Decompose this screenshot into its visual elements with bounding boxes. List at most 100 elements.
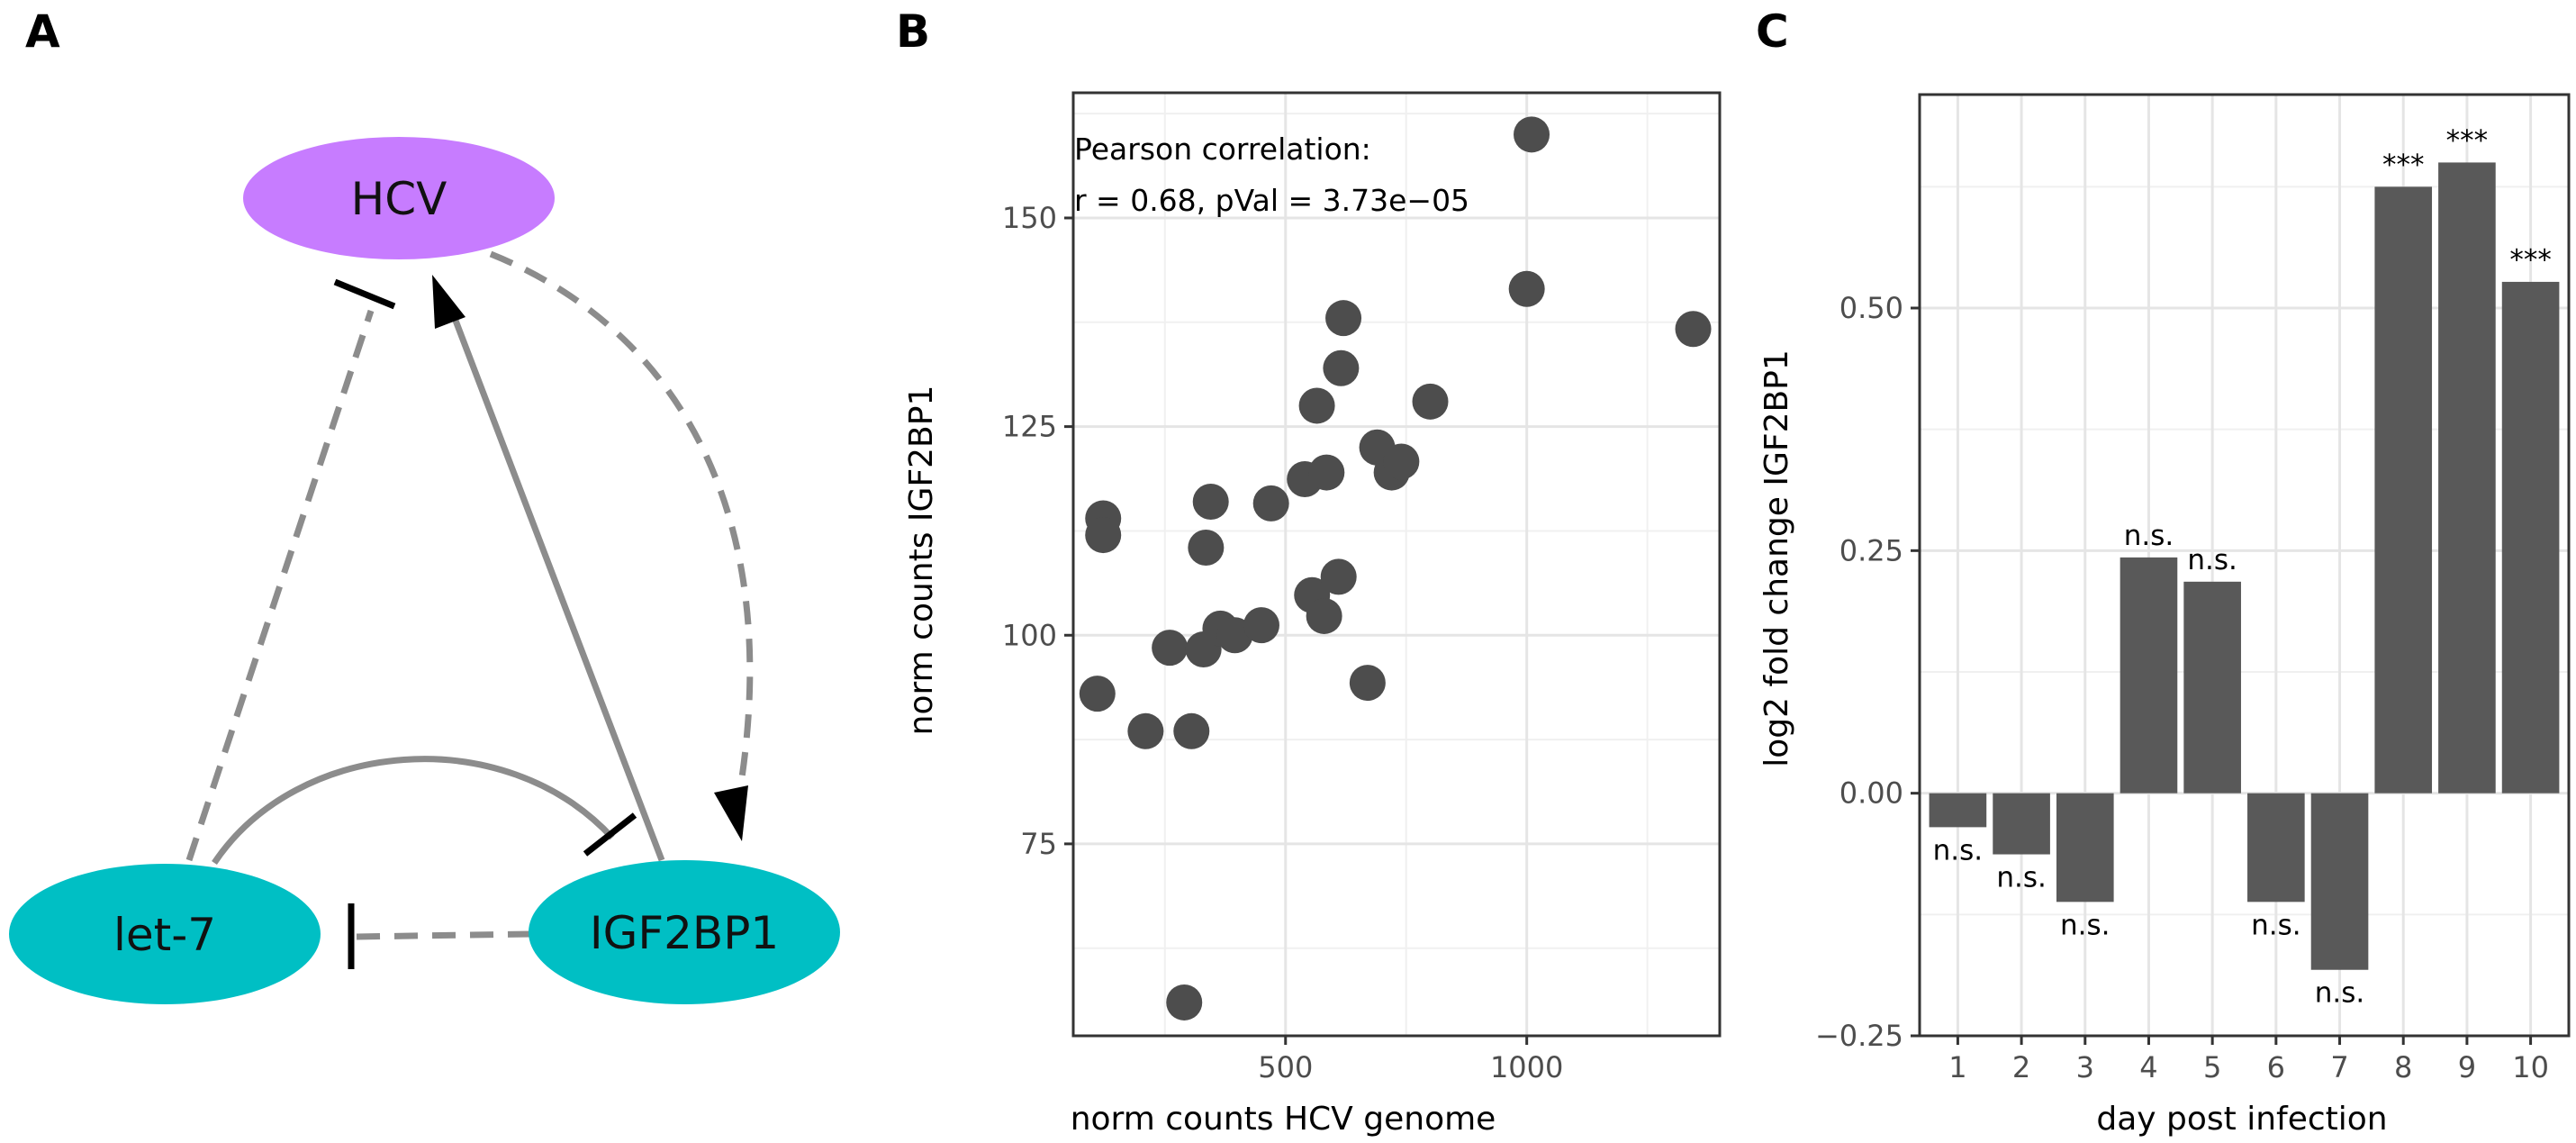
scatter-point [1323, 349, 1360, 386]
scatter-y-tick-label: 125 [1002, 410, 1057, 444]
significance-label: n.s. [1933, 834, 1984, 866]
edge-let7-inhibits-hcv [185, 309, 375, 862]
scatter-point [1298, 387, 1335, 424]
scatter-point [1514, 116, 1550, 153]
scatter-y-tick-label: 100 [1002, 618, 1057, 652]
bar-x-tick-label: 6 [2267, 1050, 2285, 1084]
bar-y-tick-label: 0.00 [1839, 776, 1903, 811]
scatter-point [1252, 485, 1289, 522]
bar-x-tick-label: 10 [2512, 1050, 2549, 1084]
significance-label: n.s. [2251, 909, 2301, 941]
node-igf2bp1-label: IGF2BP1 [590, 907, 779, 959]
edge-let7-inhibits-igf2bp1-bar [583, 812, 637, 857]
scatter-x-tick-label: 500 [1258, 1050, 1313, 1084]
panel-letter-b: B [896, 5, 930, 58]
bar-plot-frame [1918, 93, 2571, 1038]
bar-x-axis-title: day post infection [2096, 1101, 2387, 1138]
scatter-points [1079, 116, 1712, 1021]
bar-x-tick-label: 2 [2012, 1050, 2030, 1084]
node-hcv-ellipse [243, 137, 555, 259]
node-let7: let-7 [9, 864, 321, 1004]
scatter-point [1166, 984, 1203, 1021]
scatter-point [1383, 443, 1420, 480]
scatter-point [1243, 607, 1279, 644]
edge-let7-inhibits-igf2bp1 [212, 756, 615, 865]
scatter-point [1308, 454, 1345, 491]
edge-igf2bp1-activates-hcv [449, 312, 665, 862]
scatter-point [1306, 597, 1342, 634]
scatter-x-tick-label: 1000 [1490, 1050, 1563, 1084]
significance-label: *** [2382, 149, 2425, 181]
bar-x-tick-label: 1 [1948, 1050, 1966, 1084]
scatter-y-axis-title: norm counts IGF2BP1 [903, 386, 940, 736]
bar-y-tick-label: 0.25 [1839, 533, 1903, 567]
node-hcv: HCV [243, 137, 555, 259]
scatter-point [1508, 270, 1545, 307]
node-let7-label: let-7 [113, 909, 216, 961]
scatter-point [1085, 517, 1122, 554]
bar-day-3 [2056, 793, 2114, 903]
significance-label: n.s. [2060, 909, 2111, 941]
panel-letter-a: A [25, 5, 60, 58]
bar-significance-labels: n.s. n.s. n.s. n.s. n.s. n.s. n.s. *** *** *** [1933, 124, 2552, 1009]
node-hcv-label: HCV [351, 173, 447, 225]
edge-let7-inhibits-hcv-bar [333, 278, 396, 310]
scatter-point [1079, 676, 1116, 712]
scatter-gridlines [1073, 93, 1720, 1036]
bar-x-tick-label: 4 [2139, 1050, 2157, 1084]
bar-day-9 [2438, 162, 2496, 794]
scatter-point [1675, 311, 1712, 348]
bar-x-tick-label: 5 [2203, 1050, 2221, 1084]
significance-label: *** [2509, 244, 2552, 277]
scatter-x-axis-title: norm counts HCV genome [1071, 1101, 1496, 1138]
scatter-plot-frame [1071, 91, 1722, 1038]
bar-day-7 [2310, 793, 2369, 970]
scatter-point [1127, 712, 1164, 749]
bar-x-tick-label: 7 [2330, 1050, 2348, 1084]
scatter-point [1188, 529, 1225, 566]
significance-label: n.s. [1996, 862, 2047, 894]
diagram-edges [185, 250, 754, 969]
bar-y-axis-title: log2 fold change IGF2BP1 [1758, 349, 1795, 767]
edge-hcv-activates-igf2bp1 [489, 250, 754, 812]
bar-day-10 [2501, 281, 2560, 794]
bar-day-4 [2120, 557, 2178, 794]
panel-a: A HCV let-7 [9, 5, 840, 1004]
bar-x-tick-label: 3 [2076, 1050, 2094, 1084]
scatter-point [1349, 665, 1386, 702]
scatter-point [1325, 300, 1362, 337]
bar-y-tick-label: 0.50 [1839, 291, 1903, 325]
bar-day-8 [2374, 186, 2433, 794]
scatter-point [1152, 630, 1189, 667]
bar-day-6 [2247, 793, 2305, 903]
bar-day-2 [1993, 793, 2050, 855]
bar-y-tick-label: −0.25 [1815, 1019, 1903, 1053]
node-let7-ellipse [9, 864, 321, 1004]
bar-x-tick-label: 8 [2394, 1050, 2412, 1084]
bar-ticks: 1 2 3 4 5 6 7 8 9 10 −0.25 0.00 0.25 0.50 [1815, 291, 2549, 1084]
bar-day-1 [1929, 793, 1987, 828]
scatter-annotation-line1: Pearson correlation: [1074, 132, 1371, 167]
panel-b: B 500 1000 75 100 125 150 Pearson correlation… [896, 5, 1722, 1138]
scatter-point [1173, 712, 1210, 749]
scatter-y-tick-label: 75 [1020, 827, 1057, 861]
significance-label: n.s. [2124, 520, 2174, 552]
scatter-ticks: 500 1000 75 100 125 150 [1002, 201, 1563, 1084]
scatter-point [1192, 484, 1229, 521]
scatter-annotation-line2: r = 0.68, pVal = 3.73e−05 [1074, 183, 1469, 218]
bar-bars [1929, 162, 2560, 970]
node-igf2bp1-ellipse [529, 860, 840, 1004]
scatter-y-tick-label: 150 [1002, 201, 1057, 235]
node-igf2bp1: IGF2BP1 [529, 860, 840, 1004]
bar-day-5 [2183, 581, 2241, 794]
edge-hcv-activates-igf2bp1-arrowhead [714, 785, 748, 841]
edge-igf2bp1-inhibits-let7 [353, 930, 532, 940]
edge-igf2bp1-activates-hcv-arrowhead [432, 275, 465, 329]
bar-x-tick-label: 9 [2458, 1050, 2476, 1084]
scatter-point [1320, 558, 1357, 595]
scatter-point [1412, 383, 1449, 420]
significance-label: n.s. [2187, 544, 2237, 576]
significance-label: *** [2446, 124, 2489, 157]
panel-c: C n.s.n.s.n.s.n.s.n.s.n.s.n.s.********* … [1756, 5, 2571, 1138]
